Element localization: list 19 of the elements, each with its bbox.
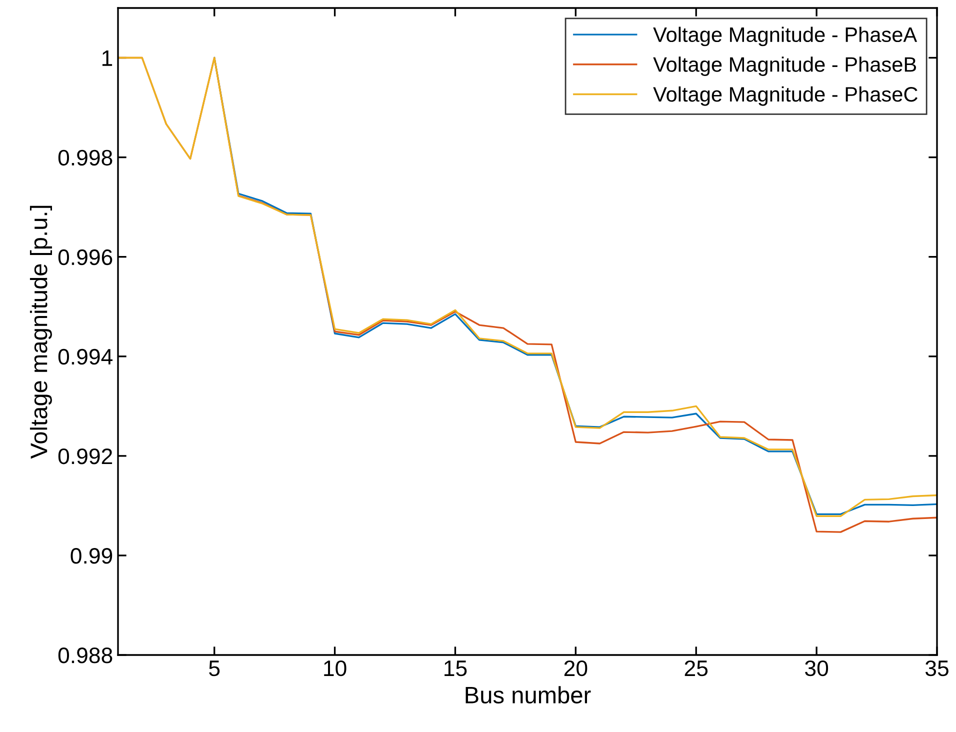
x-tick-label: 20 <box>564 660 588 676</box>
x-tick-label: 25 <box>684 660 708 676</box>
x-tick-label: 30 <box>805 660 828 676</box>
y-tick-label: 0.99 <box>70 548 112 564</box>
x-tick-label: 35 <box>925 660 948 676</box>
x-axis-title: Bus number <box>466 686 591 704</box>
x-tick-label: 15 <box>444 660 467 676</box>
legend-label: Voltage Magnitude - PhaseA <box>653 26 918 46</box>
y-tick-label: 1 <box>102 50 112 66</box>
legend-label: Voltage Magnitude - PhaseC <box>653 86 918 106</box>
y-tick-label: 0.998 <box>58 150 112 166</box>
y-tick-label: 0.996 <box>58 249 112 266</box>
y-tick-label: 0.994 <box>58 348 112 365</box>
y-tick-label: 0.992 <box>58 448 112 464</box>
x-tick-label: 5 <box>209 660 220 676</box>
y-axis-title: Voltage magnitude [p.u.] <box>30 206 52 459</box>
y-tick-label: 0.988 <box>58 648 112 664</box>
x-tick-label: 10 <box>324 660 346 676</box>
legend-label: Voltage Magnitude - PhaseB <box>653 56 916 76</box>
